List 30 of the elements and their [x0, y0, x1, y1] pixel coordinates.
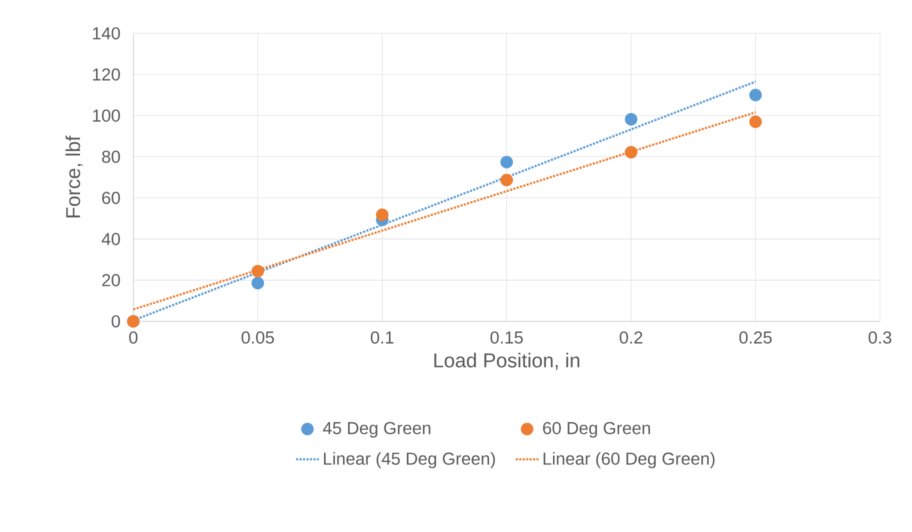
x-axis-title: Load Position, in [434, 352, 580, 370]
x-tick-label: 0.2 [620, 331, 642, 344]
y-tick-label: 120 [93, 68, 120, 81]
x-tick-label: 0.15 [490, 331, 523, 344]
point [624, 113, 638, 126]
x-tick-label: 0.25 [739, 331, 772, 344]
x-tick-label: 0.05 [242, 331, 274, 344]
legend-label: 45 Deg Green [322, 422, 430, 438]
legend-label: Linear (60 Deg Green) [544, 452, 715, 468]
point [500, 156, 513, 168]
legend-label: Linear (45 Deg Green) [324, 452, 495, 468]
legend-label: 60 Deg Green [543, 422, 650, 438]
y-axis-title: Force, lbf [66, 136, 83, 218]
y-tick-label: 140 [93, 27, 120, 40]
point [376, 208, 388, 222]
x-tick-label: 0.3 [868, 331, 892, 344]
point [500, 174, 513, 186]
y-tick-label: 40 [102, 232, 120, 246]
y-tick-label: 20 [102, 274, 120, 286]
point [749, 116, 762, 128]
point [749, 88, 762, 102]
point [624, 146, 638, 159]
point [252, 276, 264, 290]
y-tick-label: 80 [102, 150, 120, 163]
y-tick-label: 60 [102, 192, 120, 204]
y-tick-label: 0 [112, 315, 120, 328]
y-tick-label: 100 [93, 109, 120, 122]
point [252, 264, 264, 278]
x-tick-label: 0 [129, 331, 138, 344]
x-tick-label: 0.1 [370, 331, 394, 344]
